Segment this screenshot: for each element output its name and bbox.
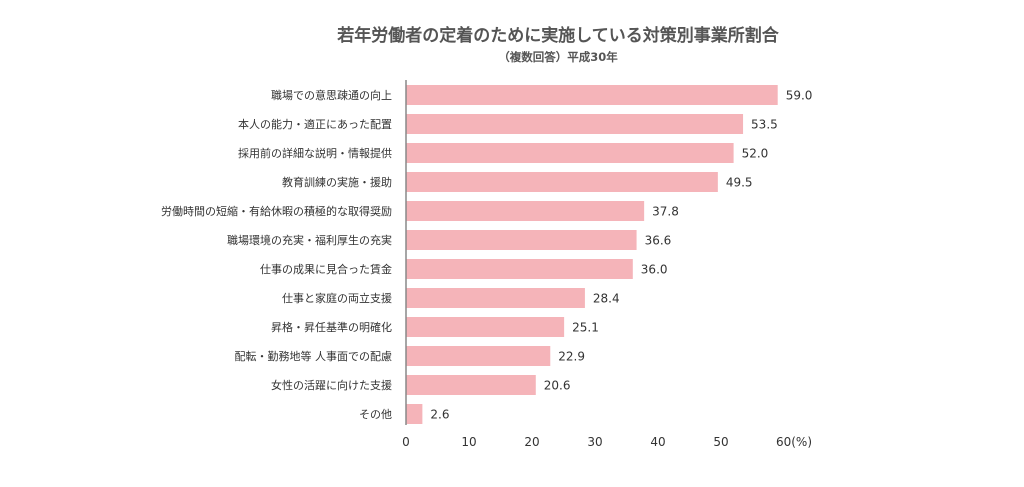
bar: [406, 259, 633, 279]
x-tick-label: 30: [587, 435, 602, 449]
category-label: 配転・勤務地等 人事面での配慮: [235, 349, 393, 363]
category-label: 教育訓練の実施・援助: [282, 175, 392, 189]
value-label: 53.5: [751, 118, 778, 132]
x-tick-label: 20: [524, 435, 539, 449]
bar: [406, 375, 536, 395]
value-label: 28.4: [593, 292, 620, 306]
bar: [406, 201, 645, 221]
x-tick-label: 0: [402, 435, 410, 449]
category-label: 職場での意思疎通の向上: [271, 88, 392, 102]
category-label: 本人の能力・適正にあった配置: [238, 117, 392, 131]
chart-subtitle: （複数回答）平成30年: [498, 50, 618, 64]
bar: [406, 288, 585, 308]
x-tick-label: 10: [461, 435, 476, 449]
bar: [406, 172, 718, 192]
value-label: 2.6: [430, 408, 449, 422]
category-label: 女性の活躍に向けた支援: [271, 378, 392, 392]
bar: [406, 317, 565, 337]
labels-layer: 職場での意思疎通の向上 59.0 本人の能力・適正にあった配置 53.5 採用前の詳細な…: [161, 88, 812, 449]
value-label: 22.9: [558, 350, 585, 364]
bar: [406, 114, 744, 134]
value-label: 36.0: [641, 263, 668, 277]
category-label: 昇格・昇任基準の明確化: [271, 320, 392, 334]
chart-title: 若年労働者の定着のために実施している対策別事業所割合: [336, 25, 779, 46]
category-label: 採用前の詳細な説明・情報提供: [238, 146, 392, 160]
category-label: 仕事の成果に見合った賃金: [260, 262, 392, 276]
bars-layer: [406, 85, 778, 424]
x-tick-label: 50: [713, 435, 728, 449]
bar: [406, 230, 637, 250]
x-tick-label: 40: [650, 435, 665, 449]
bar: [406, 404, 423, 424]
value-label: 37.8: [652, 205, 679, 219]
bar: [406, 85, 778, 105]
value-label: 52.0: [742, 147, 769, 161]
category-label: 労働時間の短縮・有給休暇の積極的な取得奨励: [161, 204, 392, 218]
bar: [406, 143, 734, 163]
value-label: 49.5: [726, 176, 753, 190]
bar: [406, 346, 551, 366]
value-label: 59.0: [786, 89, 813, 103]
category-label: 職場環境の充実・福利厚生の充実: [227, 233, 392, 247]
value-label: 25.1: [572, 321, 599, 335]
category-label: 仕事と家庭の両立支援: [282, 291, 392, 305]
x-tick-label: 60(%): [776, 435, 812, 449]
value-label: 20.6: [544, 379, 571, 393]
category-label: その他: [359, 408, 392, 421]
value-label: 36.6: [645, 234, 672, 248]
